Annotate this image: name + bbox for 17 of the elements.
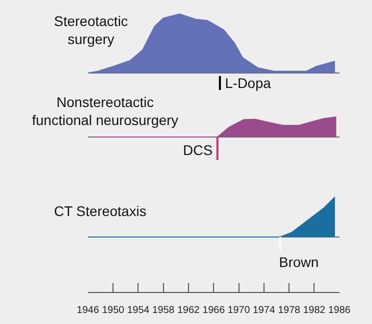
x-tick-label: 1982: [303, 305, 326, 316]
x-tick-label: 1958: [152, 305, 175, 316]
x-tick-label: 1974: [252, 305, 276, 316]
x-tick-label: 1966: [202, 305, 226, 316]
x-tick-label: 1954: [127, 305, 150, 316]
text: Stereotactic surgery: [54, 13, 128, 48]
x-tick-label: 1962: [177, 305, 200, 316]
ref-line-label: Brown: [279, 254, 319, 270]
ref-line-label: DCS: [183, 142, 213, 158]
ref-line-label: L-Dopa: [225, 75, 272, 91]
x-tick-label: 1970: [228, 305, 250, 316]
x-tick-label: 1986: [328, 305, 351, 316]
x-tick-label: 1978: [278, 305, 301, 316]
chart-title: CT Stereotaxis: [54, 203, 146, 219]
chart-title: Nonstereotactic functional neurosurgery: [32, 94, 178, 128]
x-tick-label: 1946: [76, 305, 100, 316]
x-tick-label: 1950: [102, 305, 125, 316]
